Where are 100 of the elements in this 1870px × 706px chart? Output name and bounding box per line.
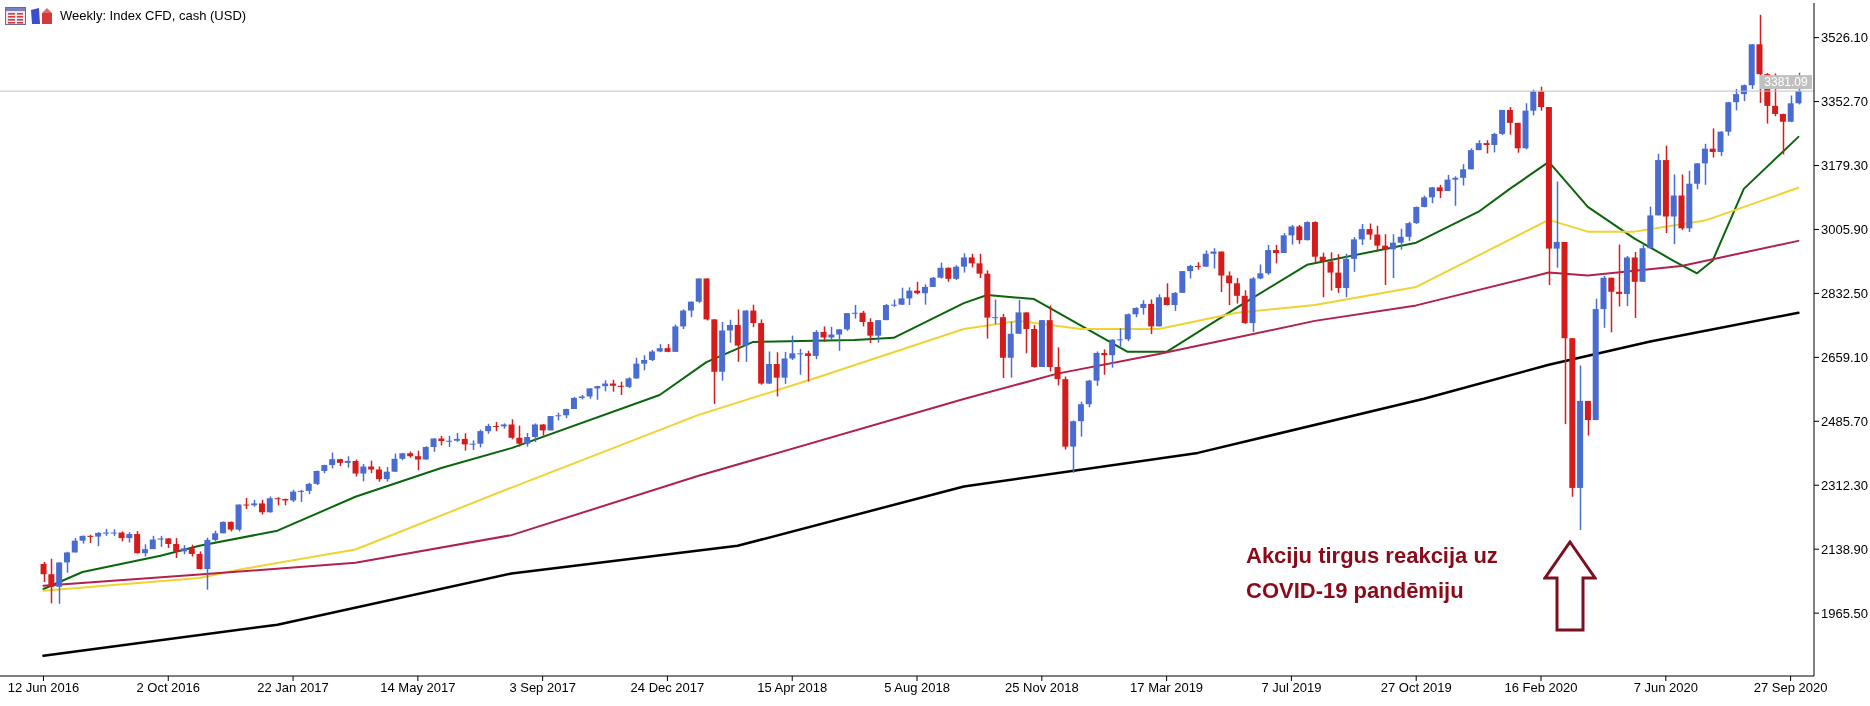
candlestick <box>1779 112 1786 156</box>
candlestick <box>1584 400 1591 437</box>
candlestick <box>1670 173 1677 245</box>
candlestick <box>1054 346 1061 387</box>
y-tick-label: 1965.50 <box>1821 605 1868 621</box>
candlestick <box>1179 270 1186 294</box>
candlestick <box>976 253 983 279</box>
candlestick <box>1109 338 1116 369</box>
candlestick <box>797 348 804 376</box>
candlestick <box>48 557 55 605</box>
candlestick <box>789 334 796 361</box>
candlestick <box>1335 253 1342 294</box>
candlestick <box>516 424 523 448</box>
x-tick-label: 15 Apr 2018 <box>757 680 828 696</box>
candlestick <box>1491 132 1498 154</box>
candlestick <box>1023 311 1030 355</box>
candlestick <box>680 308 687 330</box>
candlestick <box>804 350 811 383</box>
candlestick <box>1499 109 1506 136</box>
candlestick <box>750 303 757 328</box>
candlestick <box>734 308 741 363</box>
candlestick <box>1265 244 1272 276</box>
candlestick <box>1397 227 1404 251</box>
candlestick <box>695 277 702 304</box>
y-tick-label: 3352.70 <box>1821 94 1868 110</box>
x-tick-label: 27 Oct 2019 <box>1380 680 1452 696</box>
candlestick <box>867 317 874 344</box>
candlestick <box>1085 379 1092 408</box>
candlestick <box>1296 224 1303 245</box>
candlestick <box>173 537 180 559</box>
candlestick <box>1218 250 1225 293</box>
candlestick <box>40 561 47 583</box>
candlestick <box>1077 400 1084 438</box>
x-tick-label: 7 Jun 2020 <box>1633 680 1698 696</box>
x-tick-label: 7 Jul 2019 <box>1261 680 1322 696</box>
candlestick <box>1226 270 1233 306</box>
candlestick <box>1460 163 1467 187</box>
candlestick <box>1233 277 1240 305</box>
x-tick-label: 25 Nov 2018 <box>1004 680 1079 696</box>
x-tick-label: 3 Sep 2017 <box>509 680 576 696</box>
candlestick <box>134 530 141 555</box>
line-series <box>42 311 1800 657</box>
candlestick <box>921 283 928 306</box>
candlestick <box>1272 244 1279 265</box>
candlestick <box>726 319 733 344</box>
candlestick <box>1506 106 1513 136</box>
candlestick <box>1101 348 1108 376</box>
x-tick-label: 22 Jan 2017 <box>257 680 329 696</box>
candlestick <box>992 298 999 325</box>
x-tick-label: 14 May 2017 <box>380 680 456 696</box>
x-tick-label: 5 Aug 2018 <box>884 680 950 696</box>
candlestick <box>1374 224 1381 253</box>
annotation: Akciju tirgus reakcija uz COVID-19 pandēmiju <box>1246 542 1499 605</box>
candlestick <box>781 351 788 385</box>
candlestick <box>1553 180 1560 269</box>
y-tick-label: 2485.70 <box>1821 413 1868 429</box>
y-tick-label: 3005.90 <box>1821 222 1868 238</box>
candlestick <box>391 452 398 473</box>
candlestick <box>1007 320 1014 379</box>
candlestick <box>531 422 538 443</box>
candlestick <box>960 252 967 274</box>
candlestick <box>1616 243 1623 308</box>
candlestick <box>812 329 819 360</box>
candlestick <box>633 357 640 380</box>
y-tick-label: 2832.50 <box>1821 286 1868 302</box>
candlestick <box>773 351 780 398</box>
candlestick <box>1389 233 1396 279</box>
candlestick <box>875 319 882 344</box>
y-tick-label: 3526.10 <box>1821 30 1868 46</box>
candlestick <box>1733 88 1740 112</box>
x-tick-label: 16 Feb 2020 <box>1504 680 1578 696</box>
candlestick <box>1452 175 1459 207</box>
x-tick-label: 17 Mar 2019 <box>1130 680 1204 696</box>
candlestick <box>1288 224 1295 246</box>
y-tick-label: 2138.90 <box>1821 541 1868 557</box>
y-tick-label: 3179.30 <box>1821 158 1868 174</box>
candlestick <box>1148 298 1155 335</box>
candlestick <box>1350 236 1357 273</box>
candlestick <box>1358 223 1365 246</box>
candlestick <box>414 449 421 471</box>
candlestick <box>1538 85 1545 112</box>
x-tick-label: 27 Sep 2020 <box>1753 680 1828 696</box>
candlestick <box>508 418 515 440</box>
x-tick-label: 24 Dec 2017 <box>630 680 705 696</box>
candlestick <box>1015 299 1022 335</box>
candlestick <box>1327 251 1334 292</box>
y-tick-label: 2312.30 <box>1821 477 1868 493</box>
candlestick <box>1717 130 1724 157</box>
ref-line-label: 3381.09 <box>1764 75 1809 90</box>
candlestick <box>1171 291 1178 312</box>
candlestick <box>1694 162 1701 190</box>
candlestick <box>1405 220 1412 242</box>
candlestick <box>1787 94 1794 123</box>
candlestick <box>1709 127 1716 159</box>
y-tick-label: 2659.10 <box>1821 349 1868 365</box>
x-tick-label: 2 Oct 2016 <box>136 680 201 696</box>
candlestick <box>1116 327 1123 349</box>
x-tick-label: 12 Jun 2016 <box>7 680 80 696</box>
candlestick <box>1319 251 1326 299</box>
candlestick <box>1608 276 1615 334</box>
